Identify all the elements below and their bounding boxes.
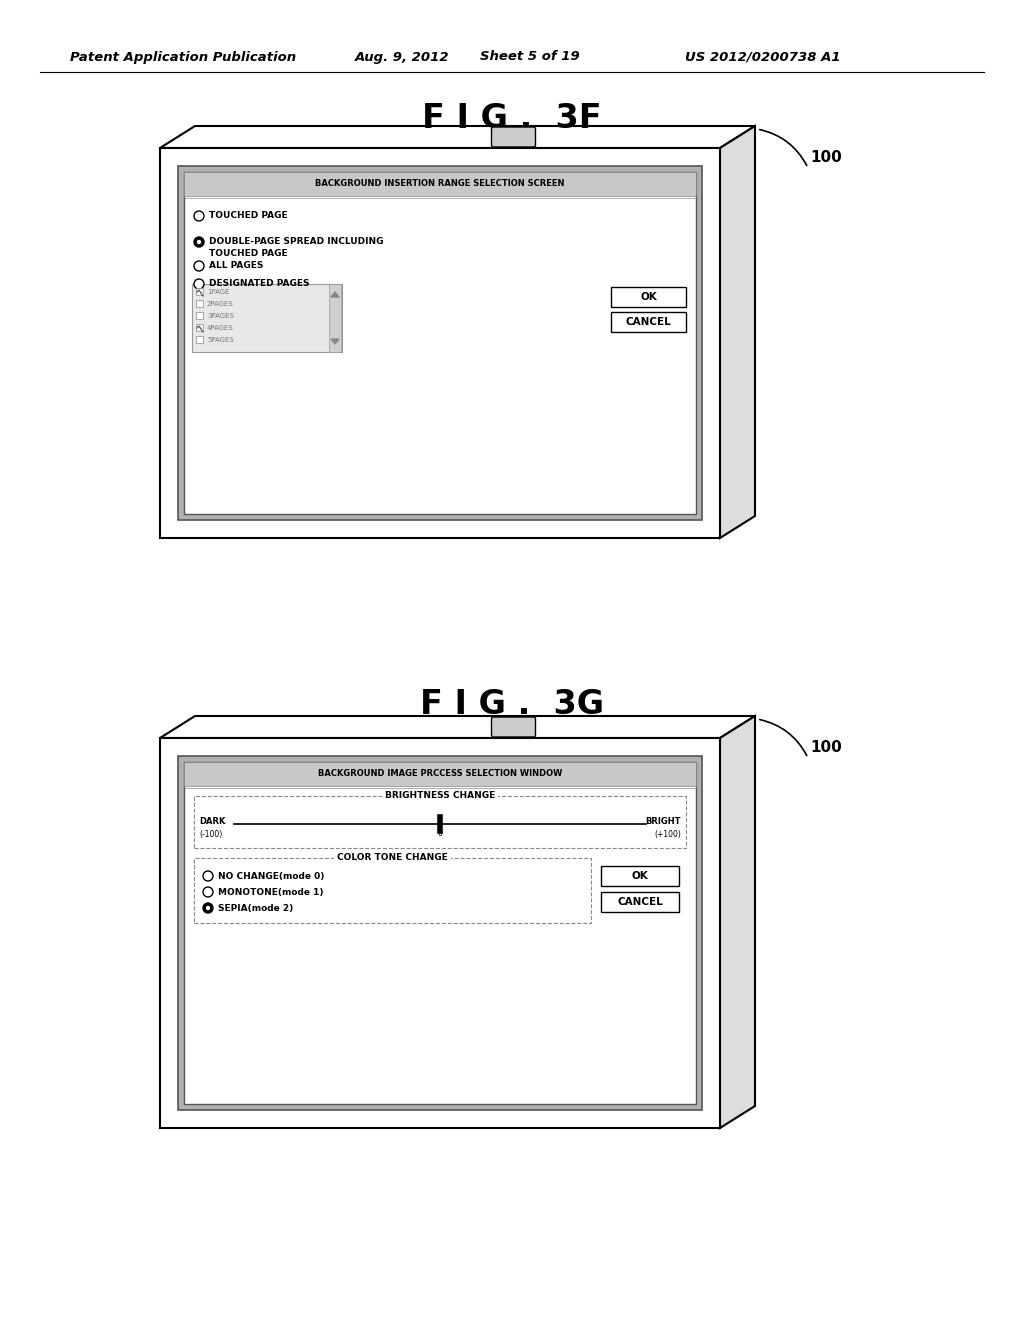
Text: (+100): (+100) — [654, 829, 681, 838]
Text: TOUCHED PAGE: TOUCHED PAGE — [209, 248, 288, 257]
Polygon shape — [160, 125, 755, 148]
Text: ALL PAGES: ALL PAGES — [209, 261, 263, 271]
Bar — [194, 858, 591, 923]
Bar — [601, 866, 679, 886]
Text: BRIGHT: BRIGHT — [645, 817, 681, 826]
Text: 100: 100 — [810, 149, 842, 165]
Text: US 2012/0200738 A1: US 2012/0200738 A1 — [685, 50, 841, 63]
Text: COLOR TONE CHANGE: COLOR TONE CHANGE — [337, 854, 447, 862]
Bar — [611, 312, 686, 333]
Bar — [184, 762, 696, 785]
Polygon shape — [331, 292, 339, 297]
Text: Patent Application Publication: Patent Application Publication — [70, 50, 296, 63]
Text: (-100): (-100) — [199, 829, 222, 838]
Text: DARK: DARK — [199, 817, 225, 826]
FancyBboxPatch shape — [492, 127, 536, 147]
Bar — [193, 284, 342, 352]
Text: TOUCHED PAGE: TOUCHED PAGE — [209, 211, 288, 220]
Text: 0: 0 — [437, 829, 442, 838]
Bar — [160, 738, 720, 1129]
Circle shape — [194, 238, 204, 247]
Text: BACKGROUND INSERTION RANGE SELECTION SCREEN: BACKGROUND INSERTION RANGE SELECTION SCR… — [315, 180, 565, 189]
Bar — [184, 172, 696, 195]
Bar — [194, 796, 686, 847]
Bar — [178, 756, 702, 1110]
Circle shape — [194, 279, 204, 289]
Circle shape — [194, 261, 204, 271]
Circle shape — [197, 240, 201, 244]
Bar — [160, 148, 720, 539]
FancyBboxPatch shape — [492, 717, 536, 737]
Text: BACKGROUND IMAGE PRCCESS SELECTION WINDOW: BACKGROUND IMAGE PRCCESS SELECTION WINDO… — [317, 770, 562, 779]
Bar — [184, 762, 696, 1104]
Bar — [196, 288, 203, 294]
Text: CANCEL: CANCEL — [626, 317, 672, 327]
Bar — [184, 172, 696, 513]
Bar — [178, 166, 702, 520]
Text: 3PAGES: 3PAGES — [207, 313, 233, 319]
Text: 4PAGES: 4PAGES — [207, 325, 233, 331]
Text: 5PAGES: 5PAGES — [207, 337, 233, 343]
Bar — [601, 892, 679, 912]
Text: SEPIA(mode 2): SEPIA(mode 2) — [218, 903, 293, 912]
Circle shape — [194, 211, 204, 220]
Text: CANCEL: CANCEL — [617, 898, 663, 907]
Bar — [196, 312, 203, 319]
Text: 2PAGES: 2PAGES — [207, 301, 233, 308]
Circle shape — [206, 906, 210, 911]
Bar — [611, 286, 686, 308]
Text: 1PAGE: 1PAGE — [207, 289, 229, 294]
Text: OK: OK — [640, 292, 656, 302]
Text: F I G .  3F: F I G . 3F — [422, 102, 602, 135]
Bar — [196, 337, 203, 343]
Bar — [196, 300, 203, 308]
Text: MONOTONE(mode 1): MONOTONE(mode 1) — [218, 887, 324, 896]
Text: Sheet 5 of 19: Sheet 5 of 19 — [480, 50, 580, 63]
Text: NO CHANGE(mode 0): NO CHANGE(mode 0) — [218, 871, 325, 880]
Polygon shape — [331, 339, 339, 345]
Circle shape — [203, 903, 213, 913]
Text: DOUBLE-PAGE SPREAD INCLUDING: DOUBLE-PAGE SPREAD INCLUDING — [209, 238, 384, 247]
Text: DESIGNATED PAGES: DESIGNATED PAGES — [209, 280, 309, 289]
Circle shape — [203, 871, 213, 880]
Polygon shape — [720, 715, 755, 1129]
Bar — [329, 284, 341, 352]
Bar — [196, 323, 203, 331]
Text: 100: 100 — [810, 739, 842, 755]
Text: Aug. 9, 2012: Aug. 9, 2012 — [355, 50, 450, 63]
Circle shape — [203, 887, 213, 898]
Polygon shape — [160, 715, 755, 738]
Text: BRIGHTNESS CHANGE: BRIGHTNESS CHANGE — [385, 792, 496, 800]
Text: OK: OK — [632, 871, 648, 880]
Polygon shape — [720, 125, 755, 539]
Text: F I G .  3G: F I G . 3G — [420, 689, 604, 722]
